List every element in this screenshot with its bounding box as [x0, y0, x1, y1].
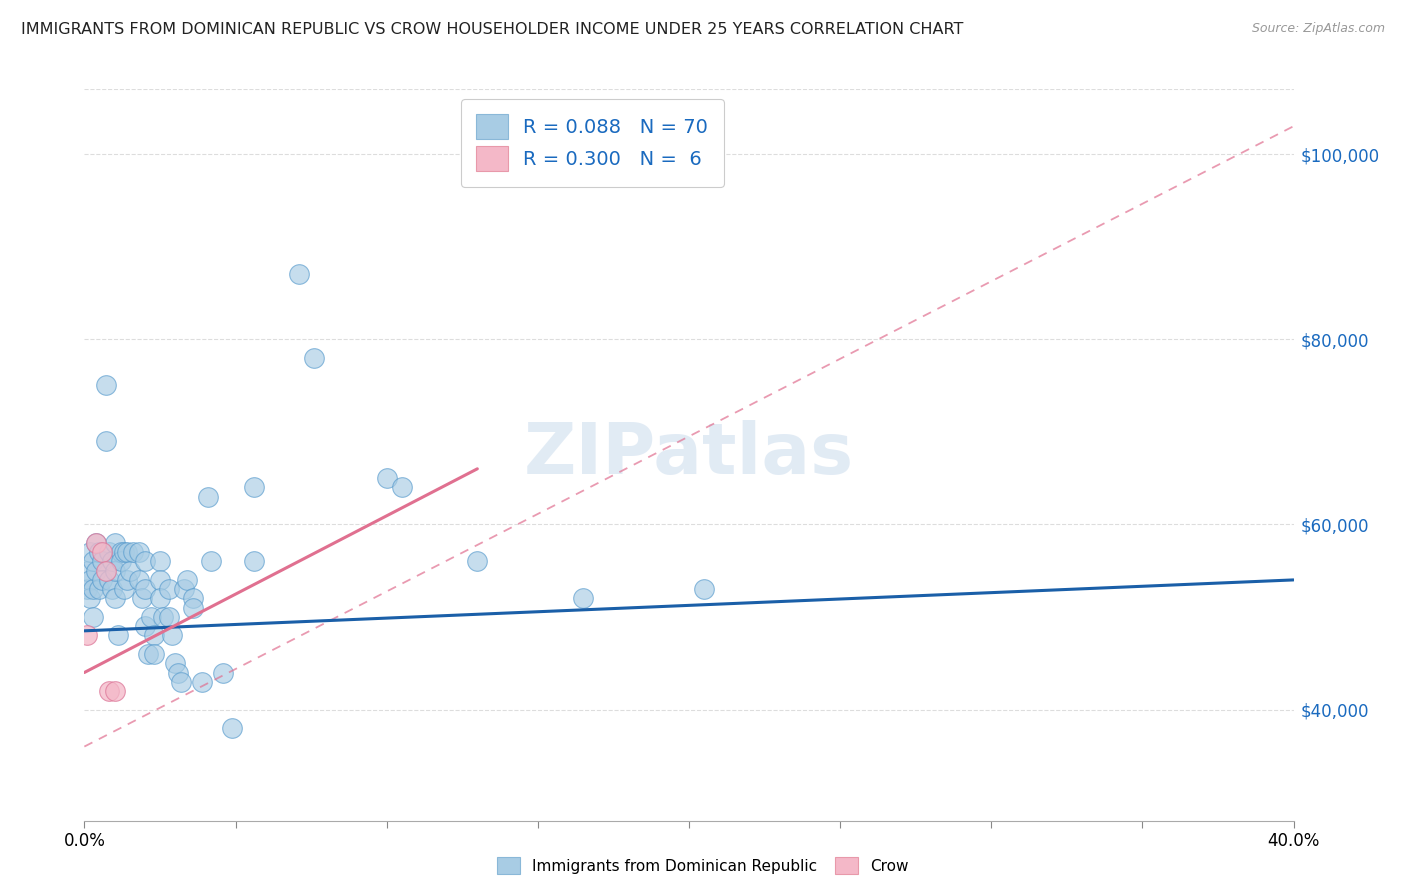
Point	[91, 573, 114, 587]
Point	[302, 351, 325, 365]
Point	[86, 564, 108, 578]
Point	[104, 591, 127, 606]
Point	[128, 545, 150, 559]
Legend: Immigrants from Dominican Republic, Crow: Immigrants from Dominican Republic, Crow	[491, 851, 915, 880]
Point	[242, 480, 264, 494]
Point	[173, 582, 195, 597]
Point	[104, 564, 127, 578]
Point	[149, 573, 172, 587]
Point	[76, 564, 98, 578]
Point	[197, 490, 219, 504]
Point	[89, 582, 111, 597]
Point	[242, 554, 264, 568]
Point	[152, 610, 174, 624]
Point	[572, 591, 595, 606]
Point	[94, 378, 117, 392]
Point	[160, 628, 183, 642]
Point	[142, 628, 165, 642]
Point	[76, 582, 98, 597]
Point	[176, 573, 198, 587]
Point	[170, 674, 193, 689]
Point	[89, 545, 111, 559]
Point	[86, 536, 108, 550]
Point	[79, 545, 101, 559]
Point	[200, 554, 222, 568]
Point	[467, 554, 489, 568]
Point	[82, 554, 104, 568]
Text: Source: ZipAtlas.com: Source: ZipAtlas.com	[1251, 22, 1385, 36]
Point	[212, 665, 235, 680]
Point	[121, 545, 143, 559]
Point	[191, 674, 214, 689]
Point	[79, 591, 101, 606]
Point	[221, 721, 243, 735]
Point	[104, 536, 127, 550]
Point	[149, 554, 172, 568]
Text: ZIPatlas: ZIPatlas	[524, 420, 853, 490]
Point	[157, 582, 180, 597]
Point	[91, 545, 114, 559]
Point	[375, 471, 398, 485]
Point	[112, 582, 135, 597]
Point	[79, 573, 101, 587]
Point	[97, 545, 120, 559]
Legend: R = 0.088   N = 70, R = 0.300   N =  6: R = 0.088 N = 70, R = 0.300 N = 6	[461, 99, 724, 186]
Point	[76, 628, 98, 642]
Point	[288, 268, 311, 282]
Point	[157, 610, 180, 624]
Point	[91, 554, 114, 568]
Point	[128, 573, 150, 587]
Point	[115, 573, 138, 587]
Point	[104, 684, 127, 698]
Point	[136, 647, 159, 661]
Point	[181, 591, 204, 606]
Point	[94, 564, 117, 578]
Point	[181, 600, 204, 615]
Point	[139, 610, 162, 624]
Point	[167, 665, 190, 680]
Point	[97, 684, 120, 698]
Point	[391, 480, 413, 494]
Point	[165, 657, 187, 671]
Point	[94, 434, 117, 448]
Point	[100, 582, 122, 597]
Point	[134, 582, 156, 597]
Point	[97, 573, 120, 587]
Point	[82, 582, 104, 597]
Point	[110, 554, 132, 568]
Point	[693, 582, 716, 597]
Point	[131, 591, 153, 606]
Point	[134, 619, 156, 633]
Text: IMMIGRANTS FROM DOMINICAN REPUBLIC VS CROW HOUSEHOLDER INCOME UNDER 25 YEARS COR: IMMIGRANTS FROM DOMINICAN REPUBLIC VS CR…	[21, 22, 963, 37]
Point	[115, 545, 138, 559]
Point	[100, 554, 122, 568]
Point	[112, 545, 135, 559]
Point	[118, 564, 141, 578]
Point	[107, 628, 129, 642]
Point	[86, 536, 108, 550]
Point	[110, 545, 132, 559]
Point	[142, 647, 165, 661]
Point	[82, 610, 104, 624]
Point	[134, 554, 156, 568]
Point	[149, 591, 172, 606]
